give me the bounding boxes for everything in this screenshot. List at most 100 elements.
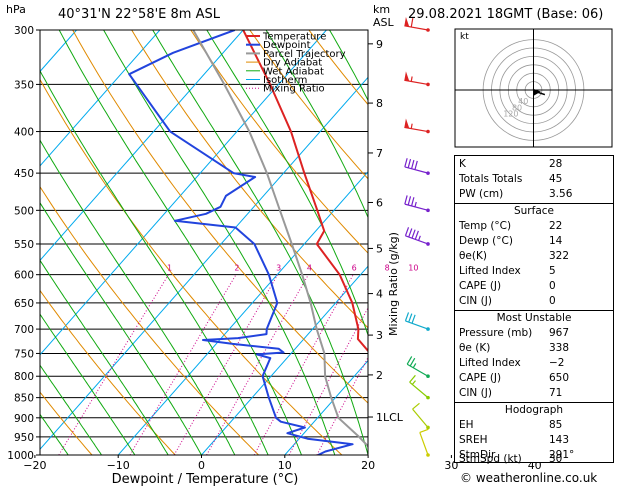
- pressure-tick-label: 750: [14, 348, 34, 360]
- pressure-tick-label: 900: [14, 413, 34, 425]
- mu-row-cin: CIN (J) 71: [459, 387, 563, 399]
- altitude-tick-label: 5: [376, 242, 383, 255]
- hpa-unit-label: hPa: [6, 3, 26, 16]
- wet-adiabat-line: [206, 30, 368, 337]
- mixing-ratio-label: 2: [234, 264, 239, 273]
- index-row-pw: PW (cm) 3.56: [459, 188, 573, 200]
- altitude-tick-label: 7: [376, 147, 383, 160]
- mixing-ratio-label: 8: [385, 264, 390, 273]
- wet-adiabat-line: [152, 30, 368, 455]
- surface-row-thetae: θe(K) 322: [459, 250, 570, 262]
- hodo-row-stmdir: StmDir 291°: [459, 449, 575, 461]
- mixing-ratio-line: [129, 274, 237, 455]
- mu-row-thetae: θe (K) 338: [459, 342, 570, 354]
- wind-barb: [404, 118, 430, 134]
- isotherm-line: [40, 30, 244, 262]
- wet-adiabat-line: [40, 139, 236, 455]
- dry-adiabat-line: [249, 30, 368, 180]
- series-line-temperature: [242, 30, 368, 353]
- legend-entry: Parcel Trajectory: [263, 49, 346, 60]
- mixing-ratio-label: 4: [307, 264, 312, 273]
- altitude-tick-label: 4: [376, 288, 383, 301]
- wet-adiabat-line: [40, 201, 202, 455]
- pressure-tick-label: 450: [14, 168, 34, 180]
- wet-adiabat-line: [40, 364, 102, 455]
- isotherm-line: [618, 30, 629, 455]
- dry-adiabat-line: [40, 391, 93, 455]
- wind-barb: [404, 312, 430, 331]
- wind-barb: [406, 356, 430, 379]
- mixing-ratio-line: [206, 274, 309, 455]
- temperature-tick-label: 0: [198, 459, 205, 472]
- series-line-parcel-trajectory: [192, 30, 368, 448]
- wet-adiabat-line: [40, 259, 169, 455]
- mixing-ratio-label: 10: [408, 264, 418, 273]
- surface-row-cin: CIN (J) 0: [459, 295, 556, 307]
- credit-text: © weatheronline.co.uk: [460, 471, 598, 485]
- altitude-tick-label: 8: [376, 97, 383, 110]
- x-axis-title: Dewpoint / Temperature (°C): [111, 472, 299, 487]
- hodo-row-eh: EH 85: [459, 419, 563, 431]
- altitude-tick-label: 6: [376, 196, 383, 209]
- legend-entry: Dry Adiabat: [263, 58, 322, 69]
- km-unit-label: km: [373, 3, 391, 16]
- pressure-tick-label: 700: [14, 324, 34, 336]
- altitude-tick-label: 3: [376, 329, 383, 342]
- surface-row-dewp: Dewp (°C) 14: [459, 235, 563, 247]
- dry-adiabat-line: [0, 30, 9, 455]
- legend-entry: Temperature: [262, 32, 326, 43]
- altitude-tick-label: 2: [376, 369, 383, 382]
- altitude-tick-label: 1LCL: [376, 411, 404, 424]
- wet-adiabat-line: [58, 30, 302, 455]
- wet-adiabat-line: [40, 69, 269, 455]
- hodo-row-stmspd: StmSpd (kt) 30: [459, 453, 563, 465]
- hodograph-table-title: Hodograph: [504, 404, 564, 416]
- pressure-tick-label: 850: [14, 393, 34, 405]
- mixing-ratio-label: 3: [276, 264, 281, 273]
- surface-row-cape: CAPE (J) 0: [459, 280, 556, 292]
- dry-adiabat-line: [40, 185, 259, 455]
- legend-entry: Mixing Ratio: [263, 84, 325, 95]
- dry-adiabat-line: [40, 78, 343, 455]
- legend-entry: Isotherm: [263, 75, 307, 86]
- datetime-label: 29.08.2021 18GMT (Base: 06): [408, 7, 604, 22]
- dry-adiabat-line: [72, 30, 368, 404]
- wind-barb: [404, 195, 430, 213]
- series-line-dewpoint: [128, 30, 354, 455]
- index-row-tt: Totals Totals 45: [459, 173, 563, 185]
- mixing-ratio-label: 1: [167, 264, 172, 273]
- index-row-k: K 28: [459, 158, 563, 170]
- wind-barb: [404, 158, 430, 175]
- mixing-ratio-line: [58, 274, 169, 455]
- wet-adiabat-line: [103, 30, 336, 455]
- wet-adiabat-line: [265, 30, 368, 219]
- plot-frame: [39, 29, 369, 456]
- indices-panel: K 28 Totals Totals 45 PW (cm) 3.56 Surface …: [454, 155, 614, 463]
- mixing-ratio-line: [253, 274, 354, 455]
- mu-row-li: Lifted Index −2: [459, 357, 565, 369]
- temperature-tick-label: 20: [361, 459, 375, 472]
- wind-barb: [404, 227, 430, 246]
- temperature-tick-label: 10: [278, 459, 292, 472]
- location-label: 40°31'N 22°58'E 8m ASL: [58, 7, 220, 22]
- most-unstable-title: Most Unstable: [496, 312, 572, 324]
- hodo-row-sreh: SREH 143: [459, 434, 570, 446]
- pressure-tick-label: 550: [14, 239, 34, 251]
- mixing-ratio-line: [173, 274, 279, 455]
- legend-entry: Dewpoint: [263, 40, 311, 51]
- mu-row-pressure: Pressure (mb) 967: [459, 327, 570, 339]
- legend-entry: Wet Adiabat: [263, 66, 324, 77]
- mixing-ratio-axis-title: Mixing Ratio (g/kg): [387, 232, 400, 336]
- wind-barb: [404, 71, 430, 87]
- mixing-ratio-line: [288, 306, 368, 455]
- wind-barb: [412, 402, 430, 430]
- wind-barb: [419, 428, 430, 457]
- altitude-tick-label: 9: [376, 38, 383, 51]
- asl-unit-label: ASL: [373, 16, 394, 29]
- temperature-tick-label: −10: [107, 459, 130, 472]
- pressure-tick-label: 400: [14, 127, 34, 139]
- pressure-tick-label: 300: [14, 25, 34, 37]
- isotherm-line: [40, 30, 161, 167]
- mu-row-cape: CAPE (J) 650: [459, 372, 570, 384]
